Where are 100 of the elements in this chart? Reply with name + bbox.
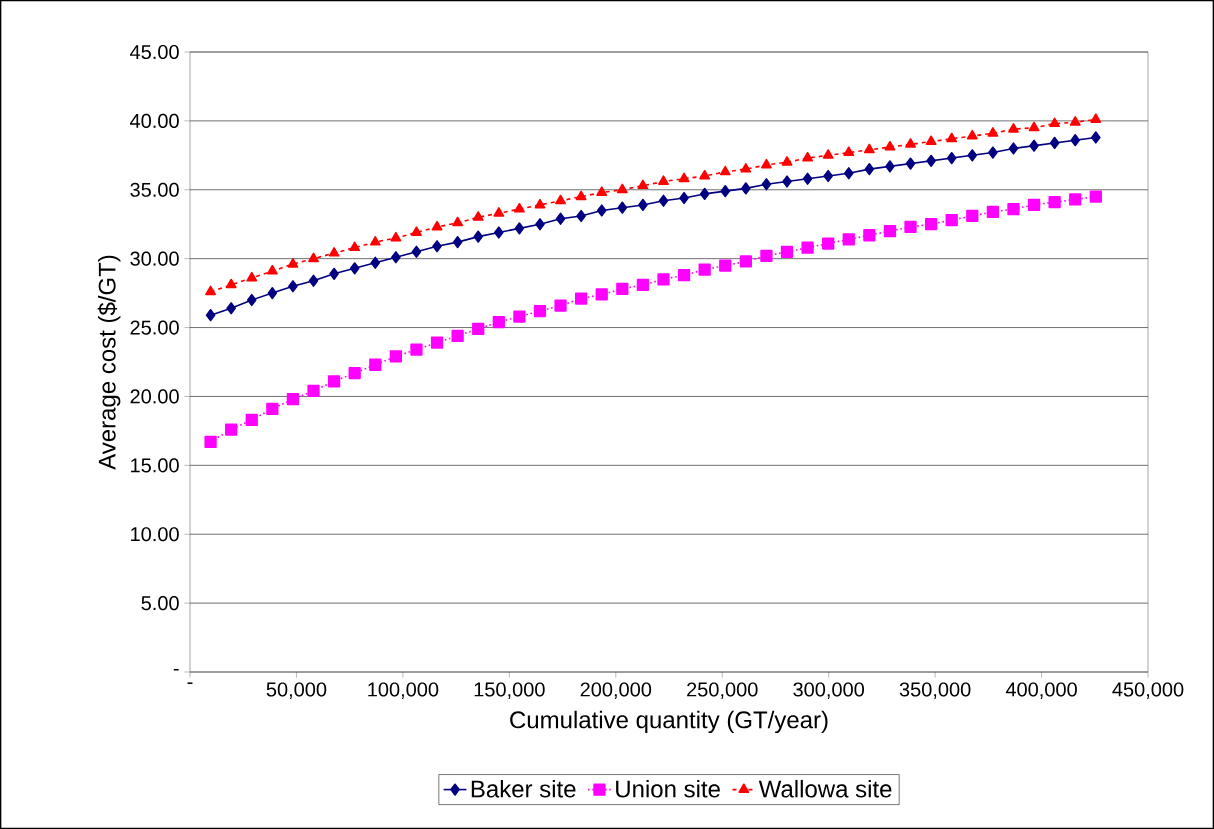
legend-label: Union site — [616, 779, 720, 798]
point — [348, 366, 361, 380]
point — [761, 158, 772, 169]
point — [205, 285, 217, 296]
point — [863, 143, 875, 154]
point — [369, 236, 381, 246]
x-tick-label: - — [187, 682, 193, 684]
point — [534, 198, 546, 209]
point — [494, 226, 504, 239]
point — [267, 286, 278, 300]
point — [1027, 198, 1041, 212]
point — [493, 207, 505, 217]
point — [472, 322, 485, 336]
point — [781, 156, 793, 166]
point — [554, 299, 567, 312]
point — [1008, 142, 1019, 155]
point — [1049, 136, 1060, 150]
point — [616, 183, 628, 194]
point — [925, 135, 937, 146]
point — [596, 186, 608, 196]
point — [596, 204, 607, 217]
point — [843, 167, 854, 180]
point — [823, 169, 833, 183]
point — [637, 179, 649, 190]
point — [575, 292, 588, 305]
point — [1029, 139, 1039, 152]
x-axis-title: Cumulative quantity (GT/year) — [510, 710, 828, 734]
point — [328, 247, 340, 257]
point — [452, 216, 464, 227]
point — [225, 423, 238, 436]
point — [430, 336, 444, 349]
point — [452, 236, 463, 249]
point — [411, 226, 422, 236]
point — [451, 329, 464, 342]
point — [616, 282, 629, 296]
x-tick-label: 50,000 — [266, 682, 327, 699]
point — [287, 258, 299, 268]
point — [246, 293, 257, 307]
point — [924, 218, 938, 231]
point — [822, 237, 835, 250]
point — [863, 229, 876, 242]
point — [740, 162, 752, 173]
point — [308, 274, 319, 287]
point — [905, 157, 916, 170]
point — [1069, 116, 1081, 126]
point — [308, 252, 319, 263]
point — [513, 202, 525, 213]
y-tick-label: 30.00 — [130, 251, 179, 266]
point — [327, 375, 341, 388]
point — [699, 187, 710, 201]
point — [801, 241, 814, 254]
point — [286, 393, 300, 406]
point — [555, 194, 566, 205]
point — [411, 245, 422, 258]
point — [225, 278, 237, 289]
point — [967, 149, 978, 162]
point — [698, 263, 711, 276]
legend-label: Baker site — [471, 779, 576, 798]
point — [864, 162, 875, 176]
point — [1007, 202, 1020, 216]
point — [699, 169, 711, 180]
point — [905, 138, 916, 148]
y-tick-label: - — [173, 668, 179, 671]
point — [926, 154, 936, 167]
y-tick-label: 15.00 — [131, 458, 179, 473]
point — [513, 310, 526, 323]
point — [205, 309, 216, 322]
x-tick-label: 150,000 — [474, 682, 545, 699]
point — [370, 256, 381, 269]
point — [1091, 131, 1101, 144]
point — [349, 262, 360, 275]
point — [638, 198, 648, 212]
point — [1028, 121, 1040, 132]
y-tick-label: 5.00 — [141, 596, 179, 611]
point — [904, 220, 917, 234]
point — [266, 402, 279, 415]
point — [514, 222, 525, 235]
point — [987, 127, 999, 137]
point — [946, 132, 958, 143]
point — [410, 343, 423, 356]
point — [883, 224, 897, 238]
point — [679, 191, 689, 205]
point — [266, 264, 278, 275]
point — [472, 211, 484, 221]
point — [1089, 190, 1102, 203]
point — [307, 384, 320, 398]
point — [226, 302, 236, 315]
point — [782, 175, 792, 188]
point — [1048, 196, 1061, 209]
point — [204, 435, 217, 449]
point — [739, 255, 752, 268]
point — [535, 218, 545, 231]
point — [842, 233, 855, 246]
point — [741, 182, 751, 195]
point — [1069, 193, 1082, 206]
point — [473, 230, 484, 243]
x-tick-label: 400,000 — [1005, 682, 1077, 699]
y-tick-label: 20.00 — [130, 389, 179, 404]
point — [1090, 113, 1102, 123]
x-tick-label: 250,000 — [687, 682, 758, 699]
